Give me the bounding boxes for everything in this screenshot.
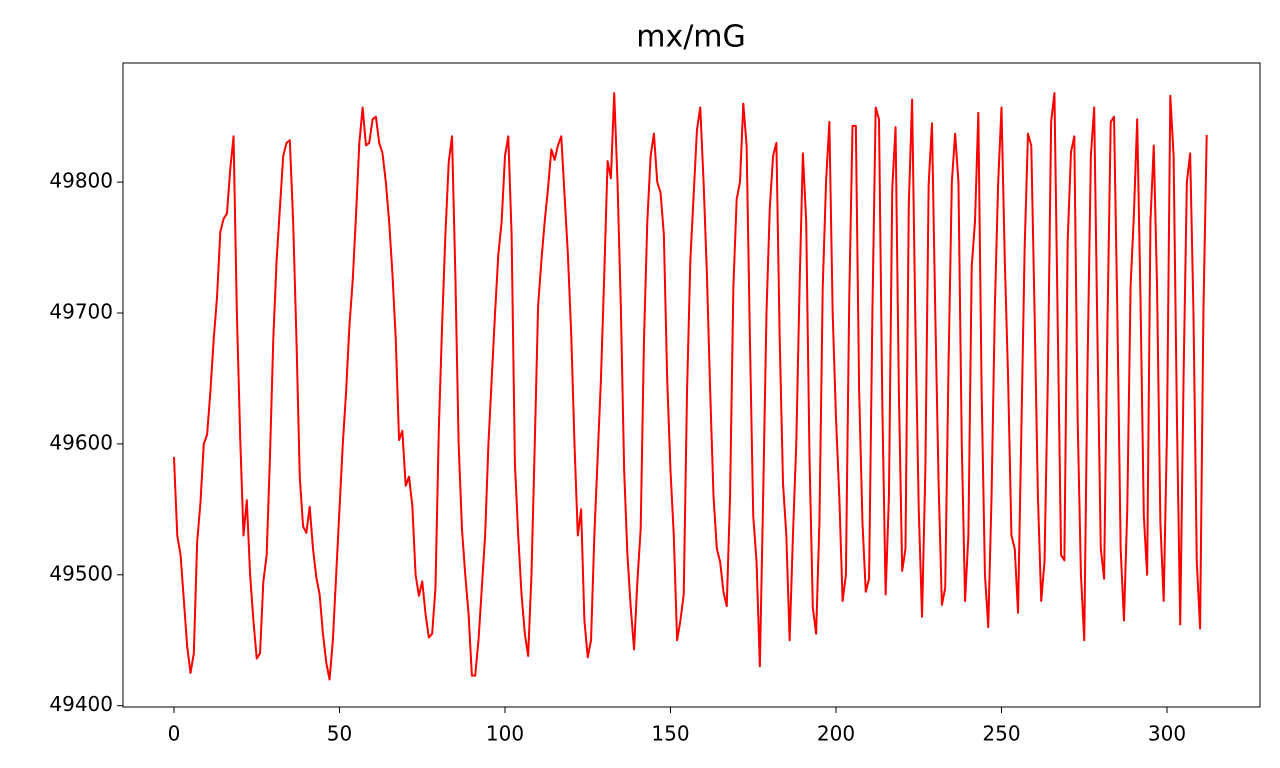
y-tick-label: 49500	[49, 561, 113, 585]
x-tick-label: 50	[327, 722, 352, 746]
chart-title: mx/mG	[636, 20, 746, 55]
y-tick-label: 49400	[49, 692, 113, 716]
x-tick-label: 300	[1148, 722, 1186, 746]
x-tick-label: 150	[651, 722, 689, 746]
data-line	[172, 92, 1208, 681]
y-tick-label: 49800	[49, 169, 113, 193]
x-tick-label: 250	[982, 722, 1020, 746]
x-tick-label: 0	[168, 722, 181, 746]
x-tick-label: 100	[486, 722, 524, 746]
plot-frame	[122, 62, 1261, 708]
y-tick-label: 49600	[49, 430, 113, 454]
y-tick-label: 49700	[49, 300, 113, 324]
x-tick-label: 200	[817, 722, 855, 746]
